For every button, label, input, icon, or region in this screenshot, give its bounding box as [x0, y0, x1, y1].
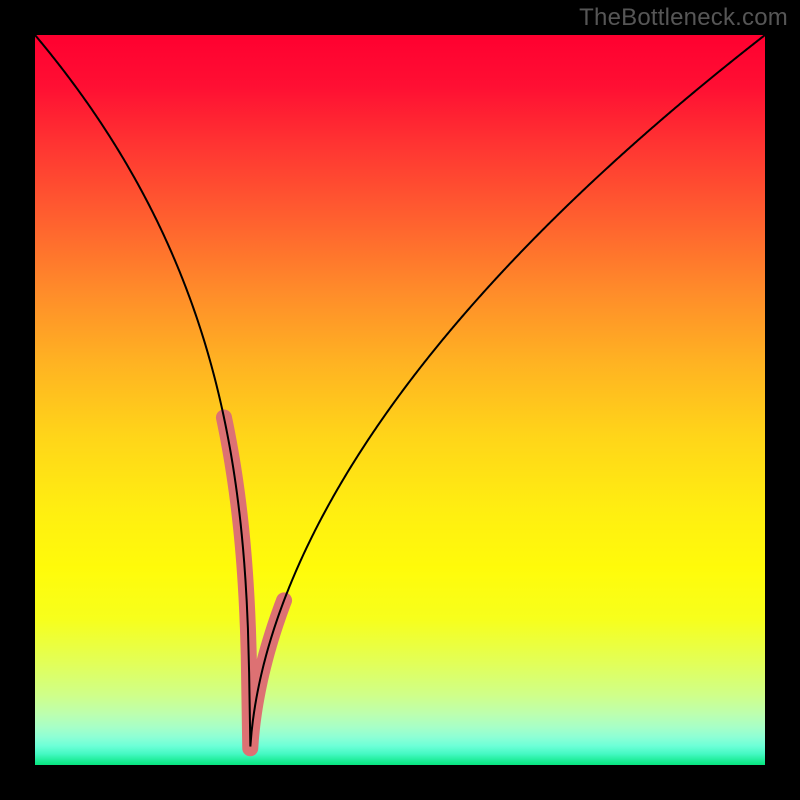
plot-background [35, 35, 765, 765]
bottleneck-chart [0, 0, 800, 800]
chart-frame: { "watermark": { "text": "TheBottleneck.… [0, 0, 800, 800]
